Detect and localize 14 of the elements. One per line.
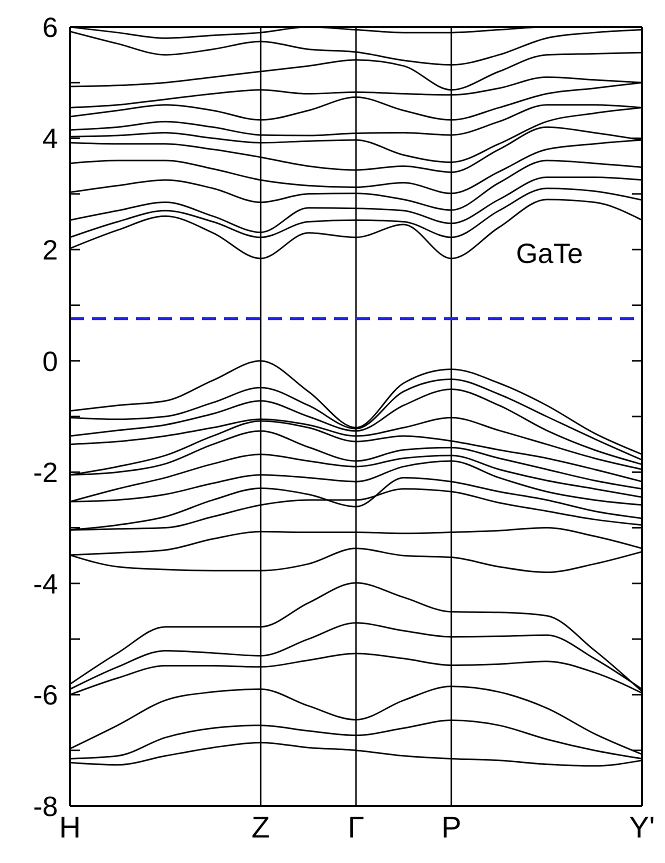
y-tick-label: 4 <box>42 123 58 154</box>
y-tick-label: -8 <box>33 790 58 822</box>
y-tick-label: -2 <box>33 457 58 488</box>
x-tick-label: P <box>441 811 462 844</box>
y-tick-label: 0 <box>42 346 58 377</box>
y-tick-label: -4 <box>33 568 58 600</box>
x-tick-label: H <box>59 811 81 844</box>
y-tick-label: 6 <box>42 12 58 43</box>
x-tick-label: Z <box>252 811 270 844</box>
y-tick-label: -6 <box>33 680 58 711</box>
y-tick-label: 2 <box>42 234 58 266</box>
annotation: GaTe <box>516 238 583 270</box>
x-tick-label: Y' <box>629 811 655 844</box>
x-tick-label: Γ <box>348 811 364 844</box>
